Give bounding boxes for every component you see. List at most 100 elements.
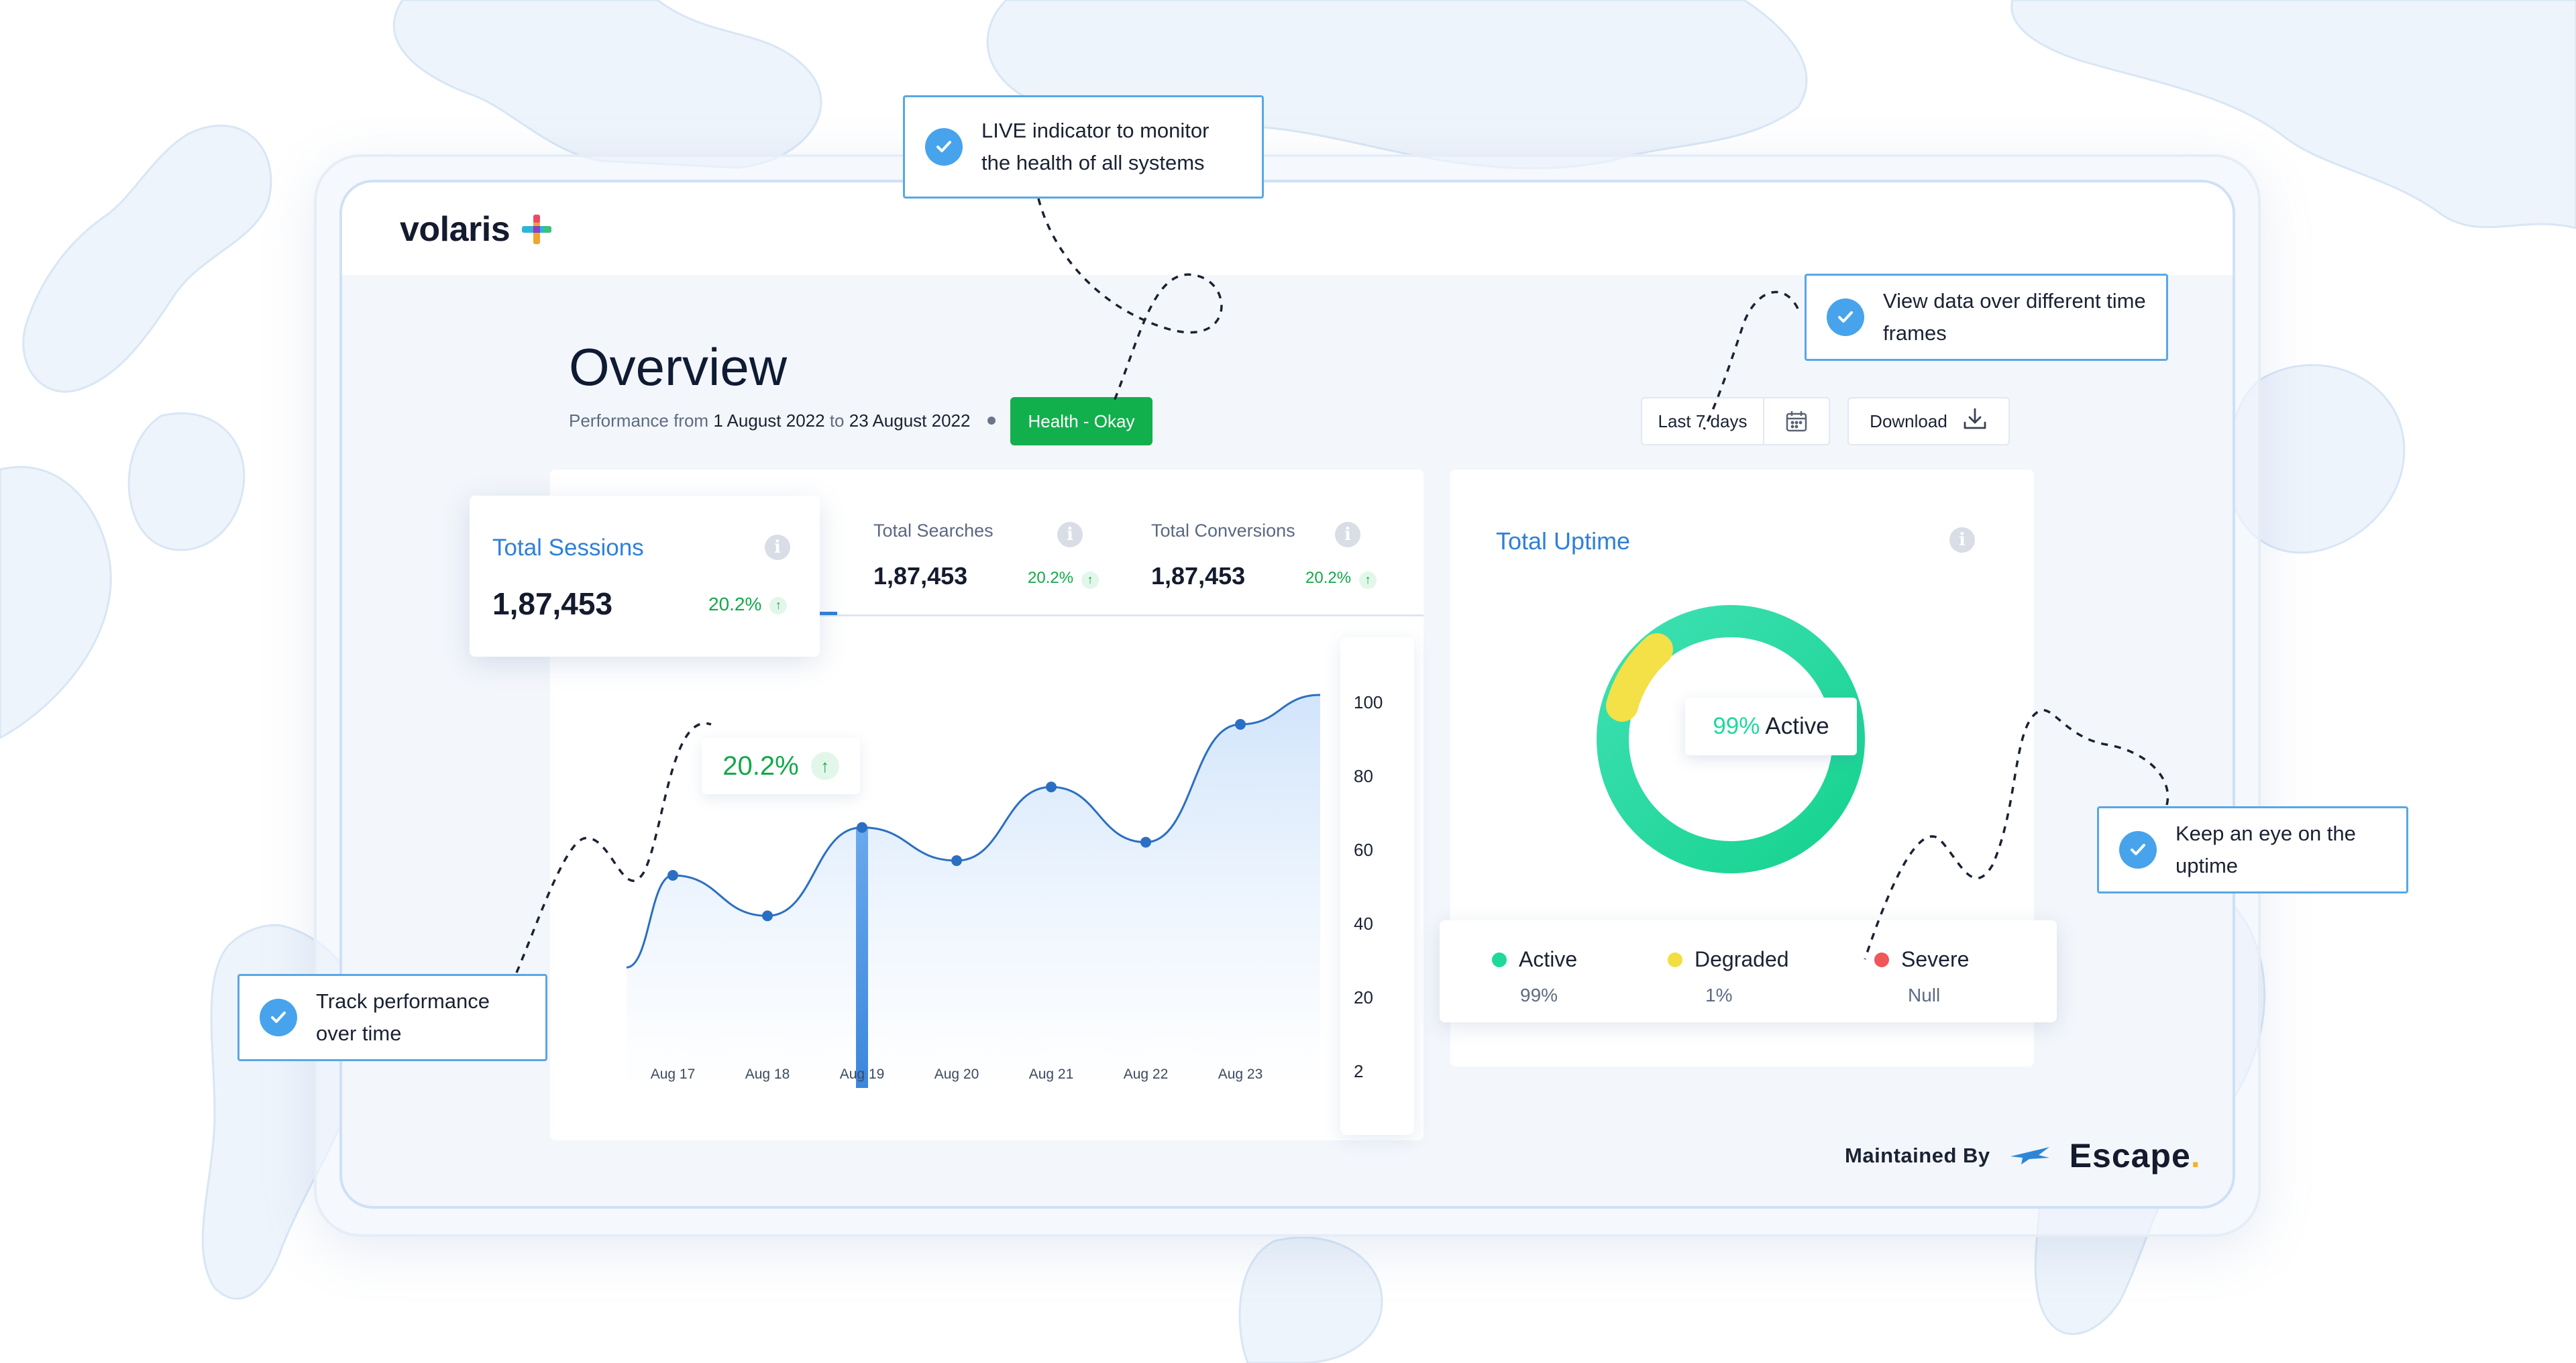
- legend-label: Active: [1519, 947, 1578, 971]
- maintained-label: Maintained By: [1845, 1144, 1990, 1167]
- data-point[interactable]: [667, 870, 678, 881]
- callout-time-frames: View data over different time frames: [1805, 274, 2168, 361]
- donut-pct: 99%: [1713, 713, 1760, 739]
- stat-change: 20.2%: [1305, 569, 1352, 587]
- date-to: 23 August 2022: [849, 411, 971, 431]
- health-status-badge[interactable]: Health - Okay: [1010, 397, 1152, 445]
- y-tick-label: 100: [1354, 692, 1383, 712]
- data-point[interactable]: [1046, 781, 1057, 793]
- callout-text: View data over different time frames: [1883, 289, 2146, 345]
- legend-active-dot: [1492, 952, 1507, 967]
- searches-value-row: 1,87,453: [873, 562, 967, 590]
- stat-change: 20.2%: [1028, 569, 1074, 587]
- x-tick-label: Aug 19: [839, 1067, 885, 1082]
- top-bar: volaris: [342, 182, 2233, 275]
- tab-total-searches[interactable]: Total Searches: [873, 521, 994, 541]
- stat-name: Total Conversions: [1151, 521, 1295, 541]
- x-tick-label: Aug 17: [650, 1067, 696, 1082]
- conversions-change: 20.2% ↑: [1305, 569, 1377, 589]
- checkmark-icon: [260, 999, 297, 1036]
- arrow-up-icon: ↑: [810, 752, 839, 780]
- info-icon[interactable]: i: [765, 535, 790, 560]
- callout-uptime: Keep an eye on the uptime: [2097, 806, 2408, 893]
- legend-degraded[interactable]: Degraded: [1668, 947, 1789, 972]
- performance-range: Performance from 1 August 2022 to 23 Aug…: [569, 411, 1008, 431]
- checkmark-icon: [2119, 831, 2157, 869]
- escape-logo[interactable]: Escape.: [2069, 1137, 2201, 1175]
- performance-to: to: [829, 411, 845, 431]
- stat-change: 20.2%: [708, 594, 762, 614]
- y-tick-label: 80: [1354, 766, 1373, 786]
- callout-text: LIVE indicator to monitor the health of …: [981, 119, 1210, 174]
- chart-area-fill: [627, 695, 1320, 1088]
- y-axis-panel: 100 80 60 40 20 2: [1340, 637, 1414, 1135]
- x-tick-label: Aug 18: [745, 1067, 790, 1082]
- data-point[interactable]: [762, 910, 773, 922]
- y-tick-label: 2: [1354, 1061, 1364, 1081]
- legend-value: Null: [1908, 985, 1941, 1005]
- x-tick-label: Aug 22: [1123, 1067, 1169, 1082]
- legend-value: 1%: [1705, 985, 1733, 1005]
- callout-text: Track performance over time: [316, 989, 490, 1045]
- stat-change-row: 20.2% ↑: [708, 594, 788, 615]
- stats-tabs: [550, 470, 1424, 616]
- stat-value: 1,87,453: [873, 562, 968, 590]
- arrow-up-icon: ↑: [1081, 571, 1099, 589]
- info-icon[interactable]: i: [1057, 522, 1083, 547]
- tooltip-change: 20.2%: [722, 751, 799, 781]
- stat-value: 1,87,453: [492, 586, 613, 621]
- data-point[interactable]: [857, 822, 867, 833]
- legend-degraded-dot: [1668, 952, 1682, 967]
- date-from: 1 August 2022: [713, 411, 825, 431]
- dashboard-window: volaris Overview Performance from 1 Augu…: [339, 180, 2235, 1209]
- maintained-by: Maintained By Escape.: [1845, 1136, 2201, 1175]
- page-title: Overview: [569, 337, 788, 396]
- donut-degraded-segment: [1606, 633, 1673, 722]
- app-logo[interactable]: volaris: [400, 209, 553, 250]
- callout-text: Keep an eye on the uptime: [2176, 822, 2356, 877]
- legend-label: Degraded: [1695, 947, 1789, 971]
- highlight-bar[interactable]: [856, 827, 868, 1088]
- data-point[interactable]: [1235, 718, 1246, 730]
- logo-text: volaris: [400, 210, 511, 249]
- separator-dot: [987, 417, 996, 425]
- performance-prefix: Performance from: [569, 411, 709, 431]
- info-icon[interactable]: i: [1949, 527, 1975, 553]
- data-point[interactable]: [951, 855, 962, 867]
- tab-total-sessions[interactable]: Total Sessions i 1,87,453 20.2% ↑: [470, 496, 820, 657]
- chart-change-tooltip: 20.2% ↑: [702, 738, 860, 794]
- searches-change: 20.2% ↑: [1028, 569, 1099, 589]
- arrow-up-icon: ↑: [1359, 571, 1377, 589]
- x-tick-label: Aug 20: [934, 1067, 979, 1082]
- logo-mark-icon: [521, 213, 553, 246]
- x-tick-label: Aug 21: [1028, 1067, 1074, 1082]
- legend-label: Severe: [1901, 947, 1970, 971]
- stat-name: Total Searches: [873, 521, 994, 541]
- legend-severe[interactable]: Severe: [1874, 947, 1969, 972]
- info-icon[interactable]: i: [1335, 522, 1360, 547]
- stat-name: Total Sessions: [492, 535, 644, 561]
- checkmark-icon: [1827, 298, 1864, 336]
- escape-brand-text: Escape: [2069, 1137, 2191, 1175]
- arrow-up-icon: ↑: [769, 596, 788, 614]
- donut-status: Active: [1765, 713, 1829, 739]
- conversions-value-row: 1,87,453: [1151, 562, 1245, 590]
- checkmark-icon: [925, 128, 963, 166]
- download-button[interactable]: Download: [1847, 397, 2010, 445]
- data-point[interactable]: [1140, 836, 1151, 848]
- legend-value: 99%: [1520, 985, 1558, 1005]
- legend-severe-dot: [1874, 952, 1889, 967]
- uptime-title: Total Uptime: [1496, 527, 1631, 555]
- legend-active[interactable]: Active: [1492, 947, 1577, 972]
- download-label: Download: [1870, 411, 1947, 431]
- download-icon: [1962, 406, 1988, 437]
- callout-live-indicator: LIVE indicator to monitor the health of …: [903, 95, 1264, 199]
- y-tick-label: 40: [1354, 914, 1373, 934]
- airplane-icon: [2009, 1143, 2051, 1169]
- donut-center-label: 99% Active: [1685, 698, 1857, 755]
- tab-total-conversions[interactable]: Total Conversions: [1151, 521, 1295, 541]
- sessions-line-chart[interactable]: [342, 182, 2235, 1209]
- stat-value: 1,87,453: [1151, 562, 1246, 590]
- y-tick-label: 20: [1354, 987, 1373, 1007]
- uptime-legend: Active 99% Degraded 1% Severe Null: [1440, 920, 2057, 1022]
